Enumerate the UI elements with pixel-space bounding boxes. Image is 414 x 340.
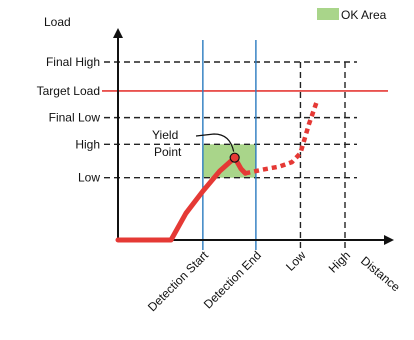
y-tick-label-final-low: Final Low [49, 111, 101, 125]
y-tick-label-low: Low [78, 171, 100, 185]
y-axis-label: Load [44, 15, 71, 29]
series-line-dotted [244, 99, 320, 176]
x-tick-label-high: High [326, 248, 353, 275]
yield-point-marker [229, 152, 240, 163]
y-tick-label-target-load: Target Load [37, 84, 100, 98]
legend: OK Area [317, 8, 387, 22]
y-tick-label-final-high: Final High [46, 55, 100, 69]
yield-point-label-line-1: Point [154, 145, 182, 159]
x-tick-label-low: Low [283, 248, 309, 274]
x-axis-label: Distance [358, 254, 403, 295]
series-line-solid [115, 155, 248, 243]
x-tick-label-detection-start: Detection Start [145, 248, 211, 314]
yield-point-leader [195, 133, 235, 152]
legend-label-ok-area: OK Area [341, 8, 387, 22]
yield-point-label-line-0: Yield [152, 128, 178, 142]
legend-swatch-ok-area [317, 8, 339, 20]
y-tick-label-high: High [75, 137, 100, 151]
